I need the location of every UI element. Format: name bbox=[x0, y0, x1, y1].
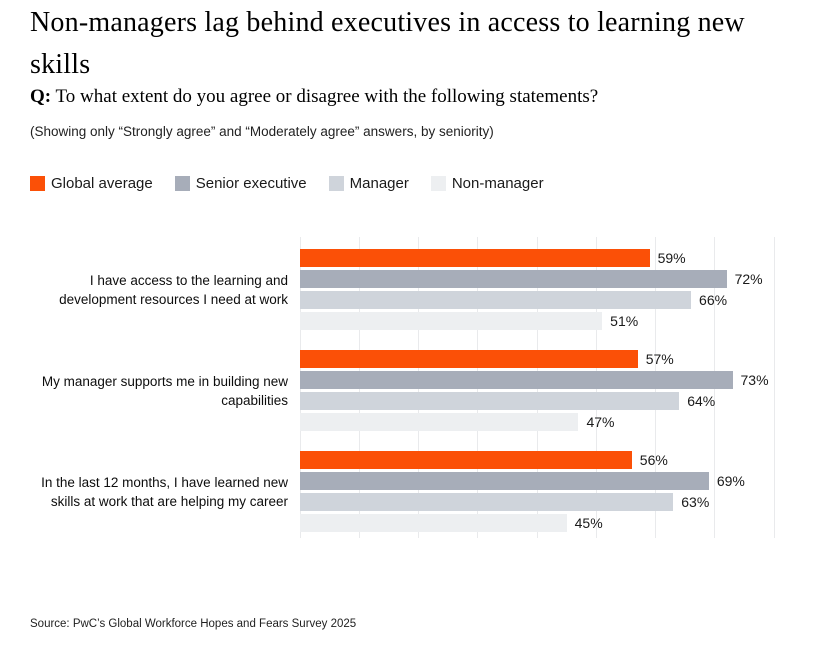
bar-non-manager bbox=[300, 312, 603, 330]
value-label: 66% bbox=[699, 292, 728, 308]
bar-group: 57% 73% 64% 47% bbox=[300, 350, 774, 431]
bar-row: 64% bbox=[300, 392, 774, 410]
legend-label: Senior executive bbox=[195, 175, 307, 192]
bar-row: 56% bbox=[300, 451, 774, 469]
legend-item: Non-manager bbox=[430, 175, 544, 192]
legend-swatch-icon bbox=[30, 176, 45, 191]
bar-manager bbox=[300, 392, 680, 410]
bar-manager bbox=[300, 291, 692, 309]
question-line: Q: To what extent do you agree or disagr… bbox=[30, 86, 598, 108]
legend-item: Manager bbox=[328, 175, 409, 192]
legend-item: Global average bbox=[30, 175, 153, 192]
legend-item: Senior executive bbox=[174, 175, 307, 192]
bar-row: 59% bbox=[300, 249, 774, 267]
value-label: 64% bbox=[687, 393, 716, 409]
bar-row: 73% bbox=[300, 371, 774, 389]
category-label: I have access to the learning and develo… bbox=[59, 272, 288, 307]
bar-non-manager bbox=[300, 413, 579, 431]
bar-row: 51% bbox=[300, 312, 774, 330]
source-note: Source: PwC’s Global Workforce Hopes and… bbox=[30, 618, 357, 630]
value-label: 45% bbox=[574, 515, 603, 531]
bar-senior-executive bbox=[300, 270, 727, 288]
legend-swatch-icon bbox=[174, 176, 190, 191]
bar-non-manager bbox=[300, 514, 567, 532]
value-label: 69% bbox=[716, 473, 745, 489]
legend-swatch-icon bbox=[328, 176, 344, 191]
value-label: 63% bbox=[681, 494, 710, 510]
bar-senior-executive bbox=[300, 472, 709, 490]
value-label: 56% bbox=[639, 452, 668, 468]
bar-global-average bbox=[300, 249, 650, 267]
value-label: 59% bbox=[657, 250, 686, 266]
bar-row: 63% bbox=[300, 493, 774, 511]
bar-row: 66% bbox=[300, 291, 774, 309]
legend-label: Global average bbox=[51, 175, 153, 192]
bar-row: 45% bbox=[300, 514, 774, 532]
question-text: To what extent do you agree or disagree … bbox=[55, 86, 599, 107]
value-label: 47% bbox=[586, 414, 615, 430]
value-label: 72% bbox=[734, 271, 763, 287]
bar-group: 59% 72% 66% 51% bbox=[300, 249, 774, 330]
value-label: 57% bbox=[645, 351, 674, 367]
bar-senior-executive bbox=[300, 371, 733, 389]
bar-row: 47% bbox=[300, 413, 774, 431]
bar-row: 69% bbox=[300, 472, 774, 490]
category-label: In the last 12 months, I have learned ne… bbox=[41, 474, 288, 509]
value-label: 73% bbox=[740, 372, 769, 388]
legend-label: Manager bbox=[349, 175, 409, 192]
gridline bbox=[773, 237, 775, 538]
category-labels: I have access to the learning and develo… bbox=[20, 237, 288, 538]
page-title: Non-managers lag behind executives in ac… bbox=[30, 7, 745, 80]
chart-subtitle: (Showing only “Strongly agree” and “Mode… bbox=[30, 124, 494, 139]
bar-manager bbox=[300, 493, 674, 511]
plot-area: 59% 72% 66% 51% 57% 73% 64% 47% 56% 69% 63% 45% bbox=[299, 237, 775, 538]
bar-global-average bbox=[300, 451, 632, 469]
legend-swatch-icon bbox=[430, 176, 446, 191]
legend: Global average Senior executive Manager Non… bbox=[30, 175, 566, 192]
bar-row: 72% bbox=[300, 270, 774, 288]
bar-global-average bbox=[300, 350, 638, 368]
bar-row: 57% bbox=[300, 350, 774, 368]
category-label: My manager supports me in building new c… bbox=[41, 373, 288, 408]
value-label: 51% bbox=[610, 313, 639, 329]
question-label: Q: bbox=[30, 86, 52, 107]
bar-group: 56% 69% 63% 45% bbox=[300, 451, 774, 532]
legend-label: Non-manager bbox=[451, 175, 544, 192]
